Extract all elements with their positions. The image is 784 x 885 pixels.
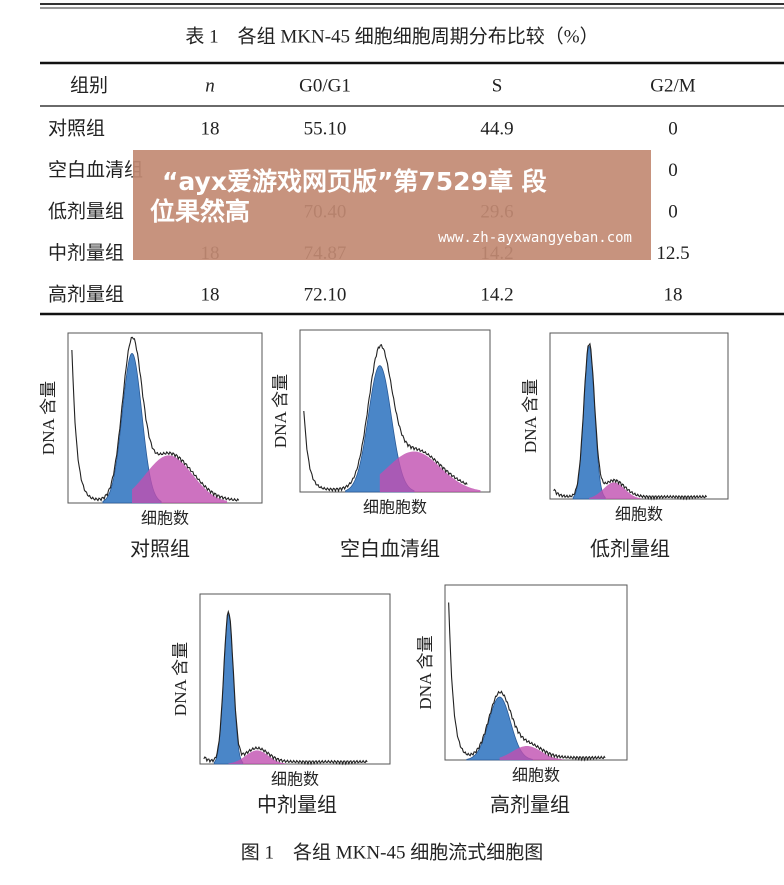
table-cell: 12.5 [656,243,689,264]
table-cell: 0 [668,160,678,181]
plot-frame [199,593,391,765]
watermark-text: 位果然高 [150,197,250,226]
s-phase [228,750,286,764]
table-cell: 44.9 [480,118,513,139]
y-axis-label: DNA 含量 [416,635,435,709]
panel-caption: 低剂量组 [590,538,670,561]
x-axis-label: 细胞数 [512,767,560,785]
watermark-url: www.zh-ayxwangyeban.com [438,230,632,246]
y-axis-label: DNA 含量 [271,374,290,448]
table-cell: 高剂量组 [48,283,124,305]
s-phase [132,455,228,503]
histogram-line [448,602,606,762]
y-axis-label: DNA 含量 [39,381,58,455]
table-cell: 55.10 [304,118,347,139]
table-cell: 0 [668,118,678,139]
table-cell: 对照组 [48,117,105,139]
table-cell: 18 [664,284,683,305]
y-axis-label: DNA 含量 [171,642,190,716]
panel-caption: 对照组 [130,538,190,561]
s-phase [499,746,564,760]
table-cell: 中剂量组 [48,242,124,264]
s-phase [589,482,641,499]
table-cell: 14.2 [480,284,513,305]
watermark-box [133,150,651,260]
histogram-line [303,343,468,493]
x-axis-label: 细胞数 [271,771,319,789]
header-cell: G2/M [650,75,696,96]
table-cell: 72.10 [304,284,347,305]
table-cell: 空白血清组 [48,159,143,181]
panel-caption: 中剂量组 [257,794,337,817]
table-cell: 低剂量组 [48,200,124,222]
x-axis-label: 细胞数 [141,510,189,528]
table-cell: 0 [668,201,678,222]
plot-frame [549,332,729,500]
watermark-text: “ayx爱游戏网页版”第7529章 段 [162,167,547,196]
y-axis-label: DNA 含量 [521,379,540,453]
table-title: 表 1 各组 MKN-45 细胞细胞周期分布比较（%） [185,25,598,47]
figure-caption: 图 1 各组 MKN-45 细胞流式细胞图 [241,841,543,863]
histogram-line [71,336,240,502]
s-phase [379,451,481,492]
table-cell: 18 [201,284,220,305]
header-cell: G0/G1 [299,75,351,96]
header-cell: 组别 [70,74,108,96]
panel-caption: 空白血清组 [340,538,440,561]
header-cell: n [205,75,215,96]
table-cell: 18 [201,118,220,139]
histogram-line [553,342,708,501]
histogram-line [203,609,368,766]
panel-caption: 高剂量组 [490,794,570,817]
header-cell: S [492,75,503,96]
x-axis-label: 细胞数 [615,506,663,524]
plot-frame [444,584,628,761]
x-axis-label: 细胞胞数 [363,499,427,517]
